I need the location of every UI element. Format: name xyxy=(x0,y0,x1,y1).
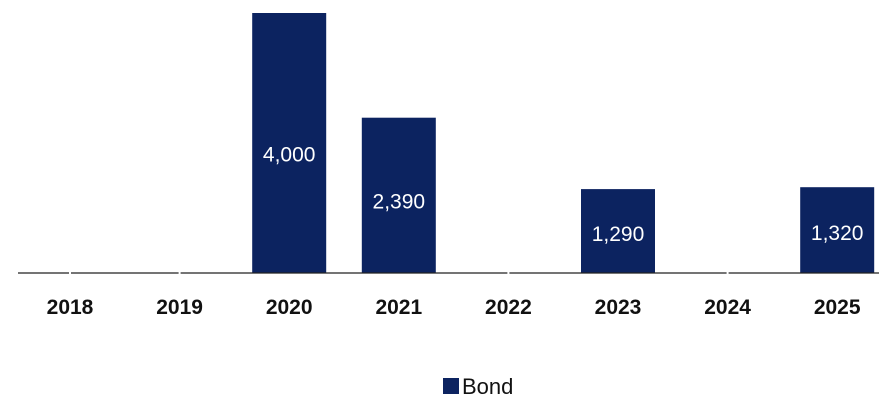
legend: Bond xyxy=(443,374,513,399)
bar-2020 xyxy=(252,13,327,273)
bar-label-2021: 2,390 xyxy=(373,191,426,214)
x-tick-label-2020: 2020 xyxy=(266,296,313,319)
x-tick-label-2018: 2018 xyxy=(47,296,94,319)
bar-2025 xyxy=(800,187,875,273)
bar-2021 xyxy=(361,117,436,273)
bar-label-2020: 4,000 xyxy=(263,144,316,167)
bar-label-2023: 1,290 xyxy=(592,223,645,246)
bar-labels-group: 4,000 2,390 1,290 1,320 xyxy=(263,144,864,246)
legend-label: Bond xyxy=(462,374,513,399)
bars-group xyxy=(252,13,875,273)
x-ticks-group xyxy=(69,269,729,277)
x-tick-label-2022: 2022 xyxy=(485,296,532,319)
x-tick-label-2023: 2023 xyxy=(595,296,642,319)
x-tick-label-2024: 2024 xyxy=(704,296,751,319)
bar-2023 xyxy=(581,189,655,273)
bar-label-2025: 1,320 xyxy=(811,222,864,245)
x-tick-label-2025: 2025 xyxy=(814,296,861,319)
x-tick-label-2021: 2021 xyxy=(375,296,422,319)
x-tick-labels-group: 2018 2019 2020 2021 2022 2023 2024 2025 xyxy=(47,296,861,319)
legend-swatch xyxy=(443,378,459,394)
x-tick-label-2019: 2019 xyxy=(156,296,203,319)
